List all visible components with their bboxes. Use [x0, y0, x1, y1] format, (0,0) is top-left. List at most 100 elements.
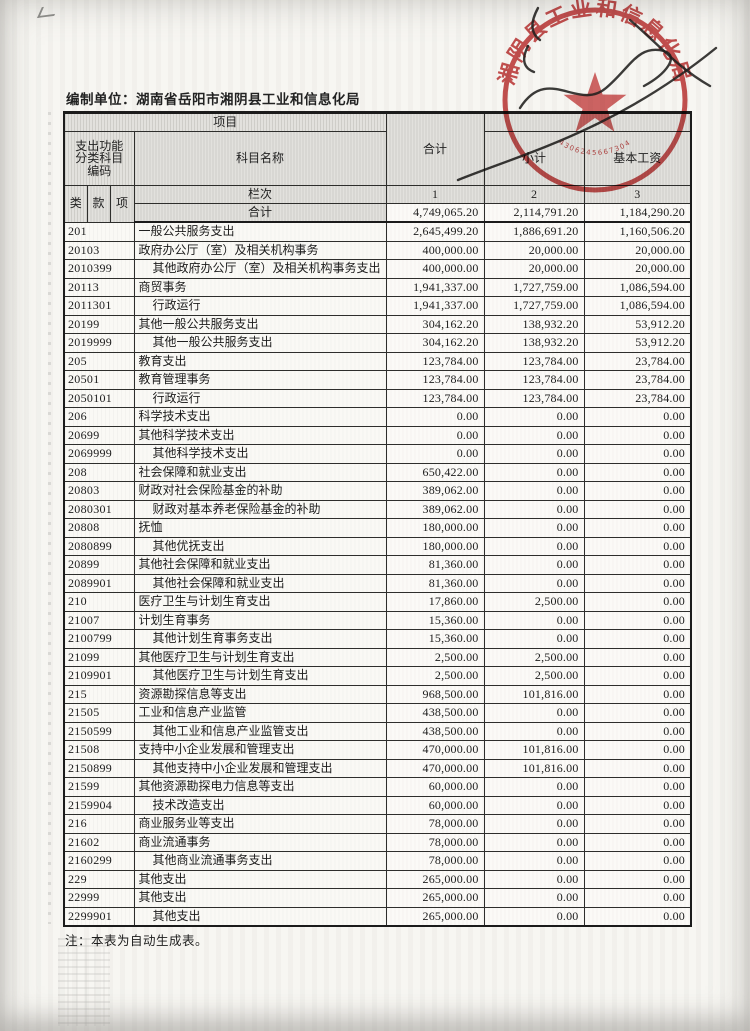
row-value: 123,784.00 [385, 370, 485, 390]
row-value: 650,422.00 [385, 462, 485, 482]
row-value: 2,500.00 [483, 647, 585, 667]
row-value: 1,727,759.00 [483, 277, 585, 297]
row-value: 0.00 [583, 425, 692, 445]
row-subject-name: 一般公共服务支出 [133, 221, 387, 242]
header-subject-name: 科目名称 [133, 131, 387, 186]
row-subject-name: 其他一般公共服务支出 [133, 333, 387, 353]
header-row-project: 项目 合计 [63, 112, 692, 186]
row-value: 0.00 [483, 777, 585, 797]
table-row: 2160299 其他商业流通事务支出 78,000.00 0.00 0.00 [63, 851, 692, 871]
row-code: 20808 [63, 518, 135, 538]
row-value: 138,932.20 [483, 333, 585, 353]
table-row: 2080899 其他优抚支出 180,000.00 0.00 0.00 [63, 536, 692, 556]
row-code: 208 [63, 462, 135, 482]
row-value: 78,000.00 [385, 851, 485, 871]
prepared-by-label: 编制单位： [66, 92, 136, 107]
row-code: 2299901 [63, 906, 135, 927]
row-code: 20501 [63, 370, 135, 390]
row-value: 304,162.20 [385, 333, 485, 353]
row-code: 20699 [63, 425, 135, 445]
row-value: 2,500.00 [385, 647, 485, 667]
row-code: 2109901 [63, 666, 135, 686]
table-row: 208 社会保障和就业支出 650,422.00 0.00 0.00 [63, 462, 692, 482]
row-value: 20,000.00 [583, 259, 692, 279]
row-code: 2019999 [63, 333, 135, 353]
row-subject-name: 工业和信息产业监管 [133, 703, 387, 723]
row-subject-name: 资源勘探信息等支出 [133, 684, 387, 704]
header-col-3: 3 [583, 185, 692, 204]
row-subject-name: 其他医疗卫生与计划生育支出 [133, 647, 387, 667]
row-value: 0.00 [583, 407, 692, 427]
row-subject-name: 政府办公厅（室）及相关机构事务 [133, 240, 387, 260]
row-value: 81,360.00 [385, 555, 485, 575]
row-subject-name: 其他支出 [133, 906, 387, 927]
row-value: 0.00 [583, 536, 692, 556]
table-row: 22999 其他支出 265,000.00 0.00 0.00 [63, 888, 692, 908]
row-value: 60,000.00 [385, 777, 485, 797]
prepared-by-value: 湖南省岳阳市湘阴县工业和信息化局 [136, 92, 360, 107]
header-subtotal: 小计 [483, 131, 585, 186]
row-code: 21602 [63, 832, 135, 852]
row-subject-name: 教育支出 [133, 351, 387, 371]
row-value: 0.00 [583, 906, 692, 927]
scan-corner-mark [37, 4, 59, 19]
row-value: 0.00 [483, 629, 585, 649]
header-col-1: 1 [385, 185, 485, 204]
table-row: 2100799 其他计划生育事务支出 15,360.00 0.00 0.00 [63, 629, 692, 649]
row-value: 0.00 [483, 425, 585, 445]
table-row: 2089901 其他社会保障和就业支出 81,360.00 0.00 0.00 [63, 573, 692, 593]
row-value: 470,000.00 [385, 740, 485, 760]
row-subject-name: 支持中小企业发展和管理支出 [133, 740, 387, 760]
header-total: 合计 [385, 112, 485, 186]
row-value: 0.00 [483, 518, 585, 538]
row-subject-name: 其他科学技术支出 [133, 425, 387, 445]
table-row: 21007 计划生育事务 15,360.00 0.00 0.00 [63, 610, 692, 630]
row-subject-name: 技术改造支出 [133, 795, 387, 815]
table-row: 20199 其他一般公共服务支出 304,162.20 138,932.20 53,91… [63, 314, 692, 334]
row-value: 389,062.00 [385, 499, 485, 519]
row-value: 0.00 [583, 721, 692, 741]
row-value: 438,500.00 [385, 703, 485, 723]
row-code: 21007 [63, 610, 135, 630]
table-row: 2150899 其他支持中小企业发展和管理支出 470,000.00 101,816.… [63, 758, 692, 778]
table-row: 206 科学技术支出 0.00 0.00 0.00 [63, 407, 692, 427]
row-value: 0.00 [483, 481, 585, 501]
row-code: 20899 [63, 555, 135, 575]
row-subject-name: 教育管理事务 [133, 370, 387, 390]
expenditure-table: 项目 合计 支出功能分类科目编码 科目名称 小计 基本工资 类 款 项 栏次 1… [63, 111, 693, 927]
row-value: 1,941,337.00 [385, 296, 485, 316]
row-value: 17,860.00 [385, 592, 485, 612]
row-value: 20,000.00 [583, 240, 692, 260]
header-column-label: 栏次 [133, 185, 387, 204]
row-value: 0.00 [583, 462, 692, 482]
header-col-2: 2 [483, 185, 585, 204]
row-value: 180,000.00 [385, 518, 485, 538]
row-code: 2160299 [63, 851, 135, 871]
row-subject-name: 其他优抚支出 [133, 536, 387, 556]
row-value: 0.00 [583, 518, 692, 538]
row-subject-name: 其他政府办公厅（室）及相关机构事务支出 [133, 259, 387, 279]
row-value: 0.00 [583, 481, 692, 501]
table-row: 229 其他支出 265,000.00 0.00 0.00 [63, 869, 692, 889]
row-value: 15,360.00 [385, 610, 485, 630]
row-code: 2159904 [63, 795, 135, 815]
row-value: 1,941,337.00 [385, 277, 485, 297]
table-row: 21508 支持中小企业发展和管理支出 470,000.00 101,816.00 0.… [63, 740, 692, 760]
row-value: 0.00 [483, 888, 585, 908]
row-subject-name: 其他计划生育事务支出 [133, 629, 387, 649]
row-value: 2,645,499.20 [385, 221, 485, 242]
row-value: 400,000.00 [385, 259, 485, 279]
row-value: 0.00 [483, 851, 585, 871]
grand-total-value: 4,749,065.20 [385, 203, 485, 223]
footer-note: 注：本表为自动生成表。 [65, 934, 209, 948]
row-subject-name: 科学技术支出 [133, 407, 387, 427]
row-code: 21099 [63, 647, 135, 667]
row-value: 0.00 [583, 573, 692, 593]
row-value: 265,000.00 [385, 888, 485, 908]
row-subject-name: 行政运行 [133, 296, 387, 316]
row-value: 0.00 [583, 444, 692, 464]
table-row: 21099 其他医疗卫生与计划生育支出 2,500.00 2,500.00 0.00 [63, 647, 692, 667]
row-value: 0.00 [583, 758, 692, 778]
table-row: 21599 其他资源勘探电力信息等支出 60,000.00 0.00 0.00 [63, 777, 692, 797]
